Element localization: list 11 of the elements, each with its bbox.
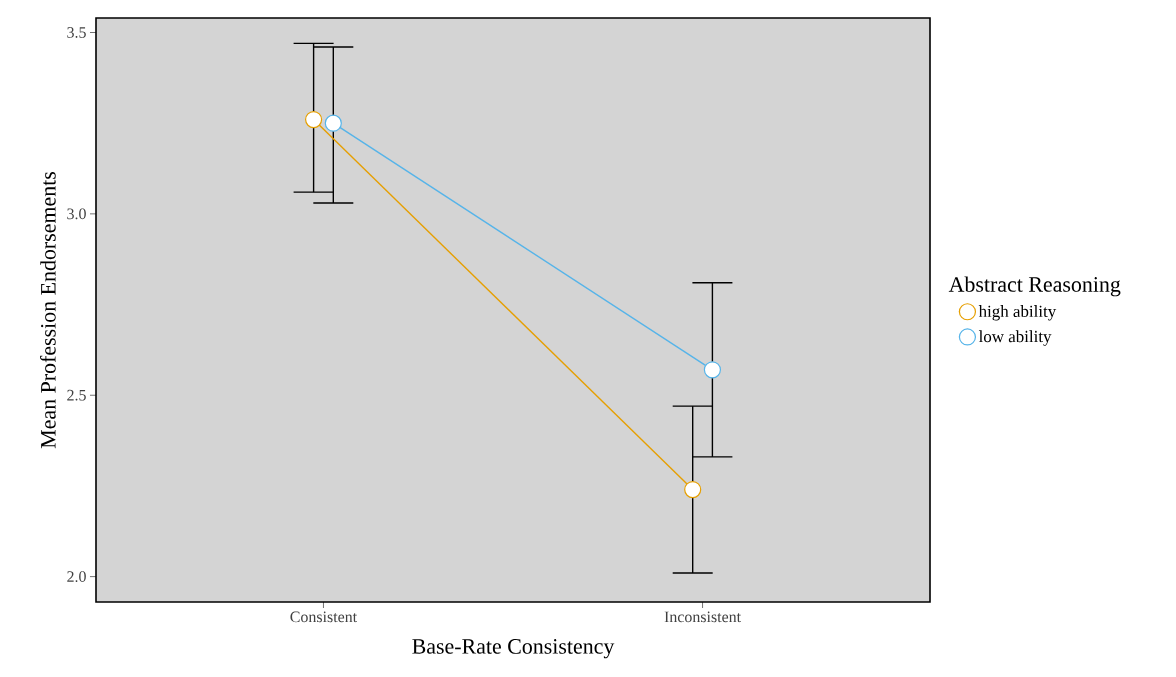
y-tick-label: 2.5	[67, 389, 86, 401]
x-tick-label: Consistent	[290, 611, 358, 623]
y-tick-label: 3.0	[67, 208, 86, 220]
x-axis-title: Base-Rate Consistency	[412, 639, 615, 659]
legend-label: low ability	[978, 330, 1052, 346]
x-tick-label: Inconsistent	[664, 611, 741, 623]
legend-label: high ability	[978, 305, 1057, 321]
y-tick-label: 3.5	[67, 27, 86, 38]
y-axis-title: Mean Profession Endorsements	[40, 171, 56, 449]
y-tick-label: 2.0	[67, 571, 86, 583]
legend-title: Abstract Reasoning	[948, 276, 1121, 297]
